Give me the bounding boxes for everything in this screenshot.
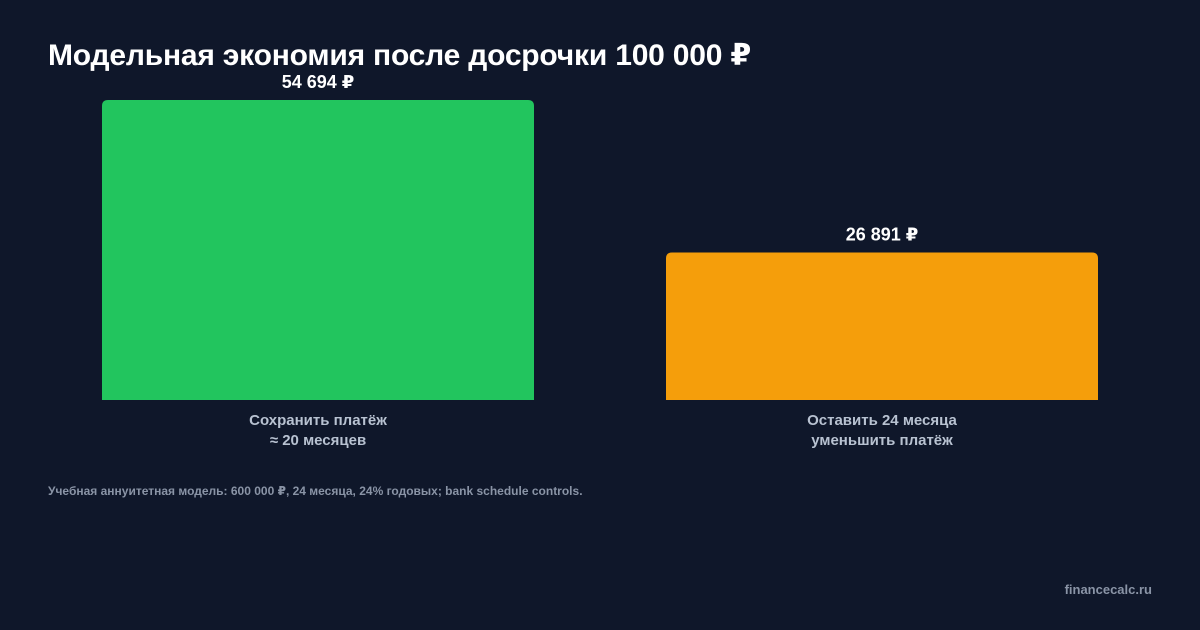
chart-title: Модельная экономия после досрочки 100 00… xyxy=(48,39,752,72)
footnote: Учебная аннуитетная модель: 600 000 ₽, 2… xyxy=(48,484,583,498)
category-label-1-line-0: Оставить 24 месяца xyxy=(807,412,957,429)
category-label-1-line-1: уменьшить платёж xyxy=(811,432,953,449)
brand-label: financecalc.ru xyxy=(1064,582,1152,597)
bar-1 xyxy=(666,252,1098,400)
bar-value-label-0: 54 694 ₽ xyxy=(282,72,355,92)
category-label-0-line-0: Сохранить платёж xyxy=(249,412,387,429)
category-label-0-line-1: ≈ 20 месяцев xyxy=(270,432,366,449)
bar-value-label-1: 26 891 ₽ xyxy=(846,225,919,245)
bar-0 xyxy=(102,100,534,400)
